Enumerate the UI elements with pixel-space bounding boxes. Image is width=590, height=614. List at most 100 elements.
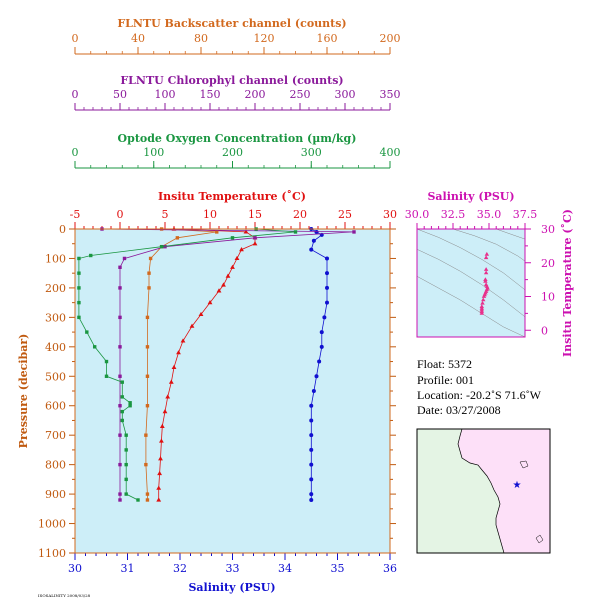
salinity-point bbox=[309, 462, 314, 467]
backscatter-point bbox=[145, 404, 150, 408]
salinity-tick-label: 33 bbox=[226, 562, 240, 575]
chlorophyll-point bbox=[118, 433, 122, 437]
ts-temperature-tick-label: 10 bbox=[541, 291, 555, 304]
salinity-tick-label: 35 bbox=[331, 562, 345, 575]
temperature-point bbox=[159, 438, 164, 443]
chlorophyll-axis: FLNTU Chlorophyl channel (counts) 0 50 100… bbox=[72, 74, 401, 111]
temperature-point bbox=[243, 229, 249, 234]
footer-note: ISOSALINITY 2008/03/28 bbox=[38, 593, 91, 598]
oxygen-point bbox=[128, 404, 132, 408]
chlorophyll-tick-label: 50 bbox=[113, 88, 127, 101]
salinity-tick-label: 34 bbox=[278, 562, 292, 575]
chlorophyll-point bbox=[122, 256, 127, 261]
temperature-tick-label: 5 bbox=[162, 208, 169, 221]
ts-salinity-tick-label: 37.5 bbox=[513, 208, 538, 221]
profile-plot-background bbox=[75, 229, 390, 553]
pressure-tick-label: 800 bbox=[45, 459, 66, 472]
backscatter-tick-label: 200 bbox=[380, 32, 401, 45]
oxygen-axis-title: Optode Oxygen Concentration (µm/kg) bbox=[118, 132, 357, 145]
backscatter-point bbox=[145, 315, 150, 320]
oxygen-point bbox=[120, 409, 124, 414]
chlorophyll-tick-label: 0 bbox=[72, 88, 79, 101]
star-icon: ★ bbox=[513, 480, 522, 491]
backscatter-point bbox=[147, 271, 151, 275]
pressure-tick-label: 200 bbox=[45, 282, 66, 295]
oxygen-tick-label: 0 bbox=[72, 146, 79, 159]
oxygen-point bbox=[136, 498, 140, 502]
backscatter-tick-label: 120 bbox=[254, 32, 275, 45]
chlorophyll-point bbox=[118, 498, 122, 502]
oxygen-point bbox=[230, 236, 235, 240]
temperature-point bbox=[162, 409, 168, 414]
backscatter-point bbox=[145, 492, 150, 496]
salinity-point bbox=[325, 300, 329, 305]
salinity-point bbox=[309, 403, 314, 408]
profile-plot-frame bbox=[74, 228, 391, 554]
backscatter-axis: FLNTU Backscatter channel (counts) 0 40 80… bbox=[72, 17, 401, 55]
oxygen-point bbox=[124, 492, 128, 496]
oxygen-point bbox=[77, 286, 81, 290]
ts-point bbox=[481, 294, 487, 298]
pressure-tick-label: 1100 bbox=[38, 547, 66, 560]
float-id: Float: 5372 bbox=[417, 357, 472, 371]
backscatter-tick-label: 80 bbox=[194, 32, 208, 45]
temperature-point bbox=[176, 350, 181, 355]
oxygen-point bbox=[77, 271, 81, 275]
salinity-tick-label: 32 bbox=[173, 562, 187, 575]
temperature-point bbox=[189, 323, 195, 328]
salinity-point bbox=[309, 247, 314, 252]
temperature-tick-label: 25 bbox=[338, 208, 352, 221]
ts-point bbox=[481, 297, 486, 302]
backscatter-point bbox=[144, 433, 148, 437]
oxygen-point bbox=[120, 395, 124, 399]
salinity-point bbox=[311, 238, 316, 243]
oxygen-point bbox=[77, 315, 81, 320]
ts-point bbox=[483, 255, 489, 260]
oxygen-point bbox=[124, 462, 128, 467]
chlorophyll-point bbox=[118, 286, 122, 290]
ts-salinity-tick-label: 30.0 bbox=[405, 208, 430, 221]
pressure-tick-label: 900 bbox=[45, 488, 66, 501]
ts-density-contour bbox=[416, 276, 526, 338]
profile-number: Profile: 001 bbox=[417, 373, 474, 387]
float-info: Float: 5372 Profile: 001 Location: -20.2… bbox=[417, 357, 542, 417]
ts-temperature-tick-label: 30 bbox=[541, 223, 555, 236]
ts-point bbox=[483, 267, 489, 271]
backscatter-point bbox=[215, 230, 219, 234]
backscatter-point bbox=[144, 462, 148, 467]
temperature-tick-label: -5 bbox=[70, 208, 81, 221]
pressure-tick-label: 300 bbox=[45, 311, 66, 324]
salinity-tick-label: 36 bbox=[383, 562, 397, 575]
chlorophyll-tick-label: 250 bbox=[290, 88, 311, 101]
salinity-tick-label: 31 bbox=[121, 562, 135, 575]
map-frame bbox=[416, 428, 551, 554]
temperature-point bbox=[252, 241, 258, 246]
oxygen-point bbox=[124, 448, 128, 452]
backscatter-axis-title: FLNTU Backscatter channel (counts) bbox=[117, 17, 346, 30]
profile-plot: Insitu Temperature (˚C) Salinity (PSU) P… bbox=[17, 190, 397, 598]
temperature-point bbox=[156, 497, 162, 502]
temperature-point bbox=[216, 288, 222, 293]
salinity-point bbox=[314, 229, 319, 234]
backscatter-point bbox=[145, 345, 150, 349]
chlorophyll-point bbox=[118, 404, 122, 408]
oxygen-tick-label: 200 bbox=[222, 146, 243, 159]
ts-temperature-axis-title: Insitu Temperature (˚C) bbox=[561, 209, 574, 357]
salinity-point bbox=[319, 344, 324, 349]
oxygen-point bbox=[120, 380, 124, 384]
salinity-point bbox=[317, 359, 322, 364]
oxygen-tick-label: 400 bbox=[380, 146, 401, 159]
oxygen-tick-label: 300 bbox=[301, 146, 322, 159]
ts-density-contour bbox=[416, 228, 526, 290]
chlorophyll-point bbox=[118, 462, 122, 467]
ts-point bbox=[483, 270, 489, 275]
oxygen-tick-label: 100 bbox=[143, 146, 164, 159]
temperature-tick-label: 15 bbox=[248, 208, 262, 221]
temperature-point bbox=[168, 379, 174, 384]
temperature-point bbox=[180, 338, 186, 343]
ts-plot-frame bbox=[416, 228, 526, 338]
pressure-tick-label: 100 bbox=[45, 252, 66, 265]
ts-plot-background bbox=[417, 229, 525, 337]
chlorophyll-point bbox=[352, 230, 356, 234]
